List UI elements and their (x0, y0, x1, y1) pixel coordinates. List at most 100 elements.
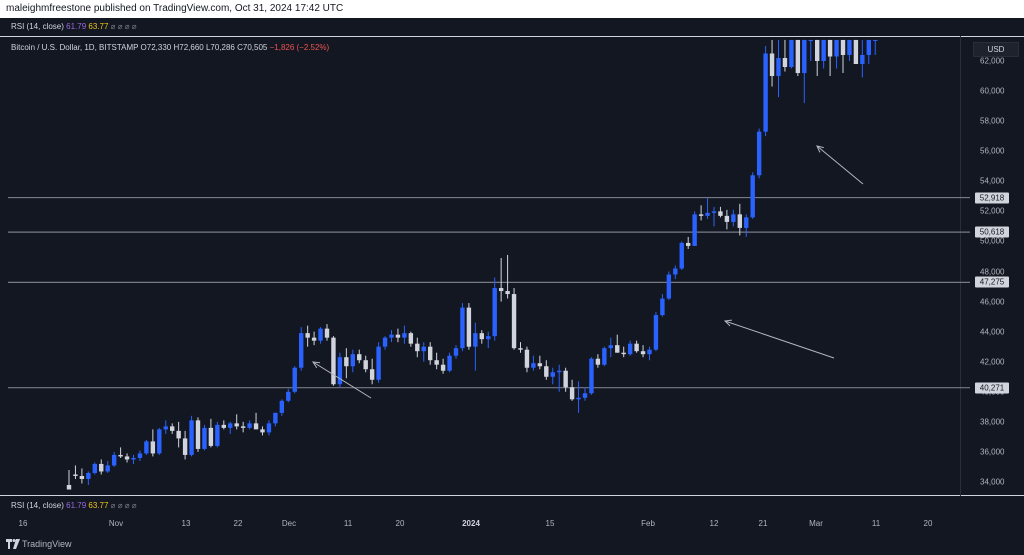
time-axis[interactable]: 16 Nov 13 22 Dec 11 20 2024 15 Feb 12 21 Mar 11 20 (0, 515, 1024, 533)
candle-body (402, 333, 407, 338)
currency-button[interactable]: USD (973, 42, 1019, 57)
candle-body (524, 349, 530, 368)
candle-body (189, 420, 194, 455)
time-tick-label: Dec (281, 519, 297, 528)
level-price-tag: 50,618 (975, 226, 1009, 238)
candle-body (363, 360, 368, 370)
candle-body (808, 39, 813, 41)
candle-body (498, 288, 504, 292)
rsi-value-1: 61.79 (66, 22, 87, 31)
candle-body (763, 53, 768, 132)
candle-body (453, 348, 459, 356)
candle-body (389, 334, 394, 338)
time-tick-label: 20 (923, 519, 933, 528)
annotation-arrow-head (312, 361, 321, 369)
candle-body (428, 346, 433, 361)
candle-body (466, 307, 472, 347)
price-tick-label: 42,000 (980, 357, 1005, 367)
price-tick-label: 52,000 (980, 206, 1005, 216)
candle-body (511, 294, 517, 349)
candles (66, 39, 878, 490)
candle-body (873, 39, 878, 41)
candle-body (782, 57, 788, 68)
rsi-value-2: 63.77 (88, 501, 109, 510)
candle-body (382, 337, 388, 347)
candle-body (215, 424, 220, 446)
candle-body (150, 441, 156, 454)
time-tick-label: 16 (18, 519, 28, 528)
candle-body (486, 336, 491, 340)
candle-body (144, 441, 149, 454)
candle-body (544, 366, 549, 377)
candle-body (518, 348, 523, 350)
candle-body (240, 426, 246, 428)
candle-body (208, 427, 214, 446)
candle-body (724, 215, 730, 222)
candle-body (744, 217, 749, 228)
candle-body (827, 39, 833, 57)
time-tick-label: 13 (181, 519, 191, 528)
rsi-settings-icons[interactable]: ⌀ ⌀ ⌀ ⌀ (110, 501, 137, 510)
rsi-value-2: 63.77 (88, 22, 109, 31)
candle-body (331, 337, 336, 385)
candle-body (802, 39, 807, 74)
candle-body (711, 211, 717, 213)
candle-body (460, 307, 465, 349)
candle-body (557, 370, 562, 373)
candle-body (311, 337, 317, 341)
candle-body (124, 456, 130, 460)
candle-body (305, 333, 310, 338)
symbol-name: Bitcoin / U.S. Dollar, 1D, BITSTAMP (11, 43, 139, 52)
candle-body (602, 348, 607, 365)
candle-body (247, 423, 252, 428)
level-price-tag: 40,271 (975, 382, 1009, 394)
candle-body (260, 429, 265, 433)
candle-body (834, 39, 839, 57)
candle-body (821, 39, 826, 61)
price-tick-label: 58,000 (980, 116, 1005, 126)
time-tick-label: Feb (641, 519, 655, 528)
candle-body (718, 211, 723, 216)
candle-body (163, 426, 168, 430)
candle-body (279, 400, 285, 413)
price-axis[interactable]: 62,000 60,000 58,000 56,000 54,000 52,000 50,0… (960, 36, 1024, 496)
rsi-pane-header[interactable]: RSI (14, close) 61.79 63.77 ⌀ ⌀ ⌀ ⌀ (0, 497, 1024, 515)
candle-body (324, 328, 330, 338)
candle-body (627, 343, 633, 355)
candle-body (692, 214, 697, 246)
candle-body (615, 345, 620, 353)
candle-body (286, 391, 291, 401)
candle-body (550, 372, 555, 377)
rsi-settings-icons[interactable]: ⌀ ⌀ ⌀ ⌀ (110, 22, 137, 31)
candle-body (337, 357, 343, 385)
candle-body (157, 429, 162, 454)
candle-body (795, 39, 801, 74)
candle-body (66, 485, 72, 490)
candle-body (376, 346, 381, 380)
time-tick-label: 11 (871, 519, 881, 528)
price-tick-label: 50,000 (980, 236, 1005, 246)
price-chart[interactable] (0, 36, 1024, 496)
annotation-arrow (724, 320, 835, 359)
candle-body (266, 423, 272, 433)
ohlc-high: H72,660 (173, 43, 204, 52)
candle-body (234, 423, 239, 427)
annotation-arrow (816, 145, 864, 185)
time-tick-label: 15 (545, 519, 555, 528)
candle-body (582, 393, 588, 398)
candle-body (705, 212, 710, 216)
ohlc-close: C70,505 (237, 43, 268, 52)
candle-body (479, 333, 484, 340)
candle-body (195, 420, 201, 449)
time-tick-label: 21 (758, 519, 768, 528)
time-tick-label: 11 (343, 519, 353, 528)
candle-body (563, 370, 568, 388)
candle-body (350, 354, 355, 367)
ohlc-change: −1,826 (−2.52%) (269, 43, 330, 52)
rsi-header-top[interactable]: RSI (14, close) 61.79 63.77 ⌀ ⌀ ⌀ ⌀ (0, 18, 1024, 36)
time-tick-label: 2024 (462, 519, 480, 528)
level-price-tag: 47,275 (975, 276, 1009, 288)
price-tick-label: 36,000 (980, 447, 1005, 457)
price-tick-label: 48,000 (980, 267, 1005, 276)
price-tick-label: 34,000 (980, 477, 1005, 487)
